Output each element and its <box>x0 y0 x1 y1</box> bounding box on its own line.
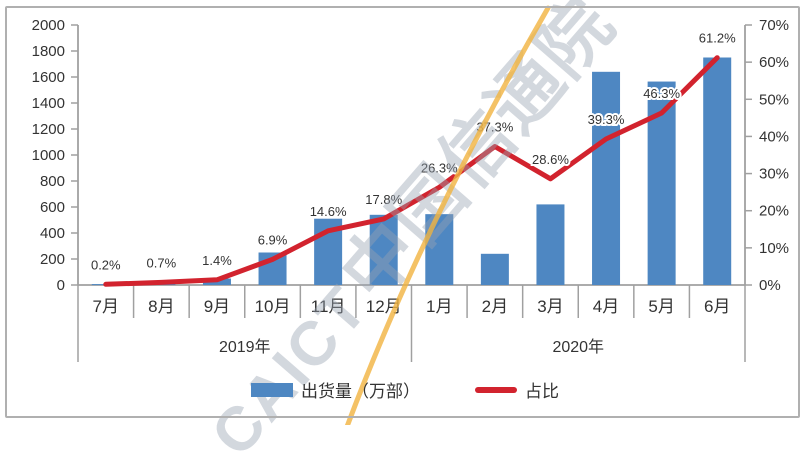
data-label: 37.3% <box>476 119 513 134</box>
data-label: 61.2% <box>699 31 736 46</box>
bar-legend-swatch <box>251 382 293 397</box>
trend-line <box>103 55 720 287</box>
bar-1月 <box>425 214 454 285</box>
right-axis-tick-label: 10% <box>759 240 789 257</box>
data-label: 26.3% <box>421 160 458 175</box>
left-axis-tick-label: 0 <box>57 277 65 294</box>
month-label: 1月 <box>426 297 452 316</box>
left-axis-tick-label: 1000 <box>32 147 65 164</box>
left-axis-tick-label: 1200 <box>32 121 65 138</box>
data-label: 46.3% <box>643 86 680 101</box>
month-label: 12月 <box>366 297 402 316</box>
line-legend-swatch <box>475 386 517 393</box>
left-axis-tick-label: 400 <box>40 225 65 242</box>
legend: 出货量（万部） 占比 <box>0 377 810 402</box>
data-label: 14.6% <box>310 204 347 219</box>
month-label: 7月 <box>93 297 119 316</box>
left-axis-tick-label: 1800 <box>32 43 65 60</box>
left-axis-tick-label: 1600 <box>32 69 65 86</box>
right-axis-tick-label: 20% <box>759 203 789 220</box>
right-axis-tick-label: 0% <box>759 277 781 294</box>
month-label: 5月 <box>648 297 674 316</box>
month-label: 11月 <box>311 297 346 316</box>
bar-3月 <box>536 204 565 285</box>
left-axis-tick-label: 600 <box>40 199 65 216</box>
data-label: 6.9% <box>258 232 288 247</box>
month-label: 10月 <box>255 297 291 316</box>
legend-item-shipments: 出货量（万部） <box>251 377 420 402</box>
month-label: 9月 <box>204 297 230 316</box>
data-label: 0.2% <box>91 257 121 272</box>
data-label: 0.7% <box>147 255 177 270</box>
right-axis-tick-label: 60% <box>759 54 789 71</box>
left-axis-tick-label: 1400 <box>32 95 65 112</box>
year-label: 2020年 <box>552 338 604 356</box>
right-axis-tick-label: 70% <box>759 17 789 34</box>
month-label: 3月 <box>537 297 563 316</box>
data-label: 39.3% <box>588 112 625 127</box>
month-label: 6月 <box>704 297 730 316</box>
right-axis-tick-label: 30% <box>759 166 789 183</box>
data-label: 17.8% <box>365 192 402 207</box>
bar-12月 <box>369 214 398 285</box>
legend-item-share: 占比 <box>475 377 559 402</box>
month-label: 2月 <box>482 297 508 316</box>
chart-svg: 0 200 400 600 800 1000 1200 1400 1600 1800 2000 0% 1… <box>32 17 789 362</box>
legend-label-shipments: 出货量（万部） <box>301 382 420 401</box>
bar-2月 <box>480 253 509 285</box>
left-axis-tick-label: 2000 <box>32 17 65 34</box>
data-label: 1.4% <box>202 253 232 268</box>
right-axis-tick-label: 50% <box>759 91 789 108</box>
right-axis-tick-label: 40% <box>759 128 789 145</box>
year-label: 2019年 <box>219 338 271 356</box>
legend-label-share: 占比 <box>525 382 559 401</box>
data-label: 28.6% <box>532 152 569 167</box>
left-axis-tick-label: 200 <box>40 251 65 268</box>
month-label: 4月 <box>593 297 619 316</box>
bar-6月 <box>703 57 732 285</box>
bar-4月 <box>592 71 621 285</box>
left-axis-tick-label: 800 <box>40 173 65 190</box>
month-label: 8月 <box>148 297 174 316</box>
